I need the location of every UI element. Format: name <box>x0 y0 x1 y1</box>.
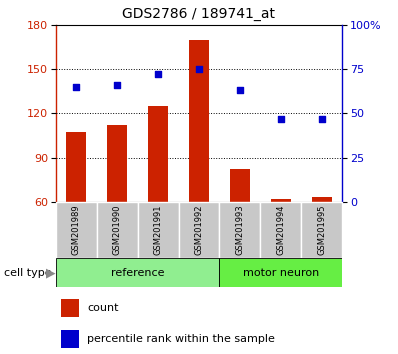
Bar <box>189 40 209 202</box>
Point <box>278 116 284 121</box>
Bar <box>97 202 138 258</box>
Bar <box>148 106 168 202</box>
Point <box>319 116 325 121</box>
Title: GDS2786 / 189741_at: GDS2786 / 189741_at <box>123 7 275 21</box>
Text: cell type: cell type <box>4 268 52 278</box>
Point <box>114 82 120 88</box>
Bar <box>138 202 179 258</box>
Bar <box>219 258 342 287</box>
Text: GSM201992: GSM201992 <box>195 205 203 255</box>
Text: GSM201990: GSM201990 <box>113 205 122 255</box>
Text: motor neuron: motor neuron <box>243 268 319 278</box>
Bar <box>56 258 219 287</box>
Bar <box>271 199 291 202</box>
Point <box>237 87 243 93</box>
Text: ▶: ▶ <box>46 266 55 279</box>
Bar <box>312 198 332 202</box>
Bar <box>230 169 250 202</box>
Bar <box>179 202 219 258</box>
Bar <box>301 202 342 258</box>
Point <box>73 84 79 90</box>
Text: GSM201991: GSM201991 <box>154 205 162 255</box>
Bar <box>219 202 260 258</box>
Text: reference: reference <box>111 268 164 278</box>
Text: percentile rank within the sample: percentile rank within the sample <box>87 334 275 344</box>
Bar <box>260 202 301 258</box>
Bar <box>56 202 97 258</box>
Bar <box>61 299 79 317</box>
Text: GSM201994: GSM201994 <box>276 205 285 255</box>
Point <box>196 66 202 72</box>
Text: GSM201989: GSM201989 <box>72 205 81 256</box>
Bar <box>66 132 86 202</box>
Bar <box>61 330 79 348</box>
Text: GSM201995: GSM201995 <box>317 205 326 255</box>
Point <box>155 72 161 77</box>
Text: GSM201993: GSM201993 <box>236 205 244 256</box>
Text: count: count <box>87 303 119 313</box>
Bar <box>107 125 127 202</box>
